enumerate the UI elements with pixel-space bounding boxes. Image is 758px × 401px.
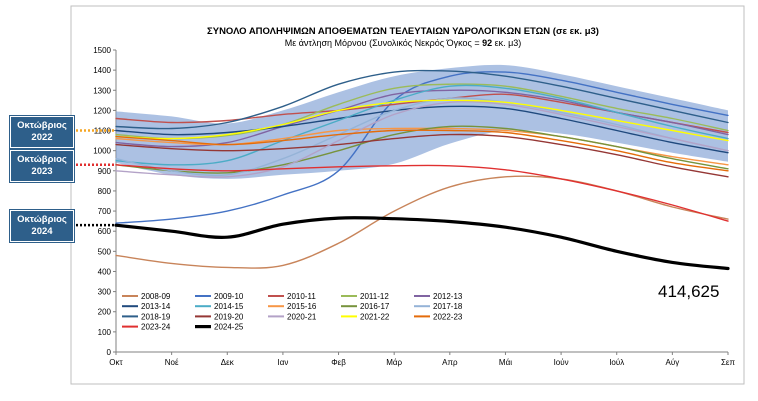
legend-label: 2020-21: [287, 312, 317, 321]
legend-label: 2019-20: [214, 312, 244, 321]
legend-label: 2011-12: [360, 292, 389, 301]
series-line-2011-12: [115, 83, 729, 140]
x-tick-label: Φεβ: [331, 358, 346, 367]
x-tick-label: Οκτ: [109, 358, 123, 367]
chart-subtitle: Με άντληση Μόρνου (Συνολικός Νεκρός Όγκο…: [285, 38, 522, 48]
x-tick-label: Μάι: [499, 358, 512, 367]
series-line-2014-15: [115, 84, 729, 166]
legend-label: 2012-13: [433, 292, 463, 301]
x-tick-label: Νοέ: [165, 358, 179, 367]
y-tick-label: 100: [98, 328, 112, 337]
october-badge: Οκτώβριος 2024: [9, 209, 75, 244]
series-line-2023-24: [115, 164, 729, 222]
y-tick-label: 1100: [94, 127, 112, 136]
legend-label: 2009-10: [214, 292, 244, 301]
y-tick-label: 1000: [93, 147, 111, 156]
legend-label: 2022-23: [433, 312, 463, 321]
chart-title: ΣΥΝΟΛΟ ΑΠΟΛΗΨΙΜΩΝ ΑΠΟΘΕΜΑΤΩΝ ΤΕΛΕΥΤΑΙΩΝ …: [207, 26, 599, 37]
x-tick-label: Μάρ: [386, 358, 402, 367]
y-tick-label: 1200: [93, 106, 111, 115]
y-tick-label: 700: [98, 207, 112, 216]
series-line-2013-14: [115, 105, 729, 154]
y-tick-label: 1500: [93, 46, 111, 55]
series-line-2018-19: [115, 69, 729, 130]
series-line-2021-22: [115, 99, 729, 142]
x-tick-label: Δεκ: [221, 358, 235, 367]
legend-label: 2015-16: [287, 302, 317, 311]
y-tick-label: 600: [98, 227, 112, 236]
series-line-2017-18: [115, 97, 729, 177]
badge-year: 2024: [31, 226, 53, 238]
series-line-2009-10: [115, 71, 729, 224]
october-badge: Οκτώβριος 2023: [9, 148, 75, 183]
y-tick-label: 1300: [93, 86, 111, 95]
chart-frame: [70, 5, 745, 385]
x-tick-label: Ιούλ: [609, 358, 624, 367]
x-tick-label: Σεπ: [721, 358, 736, 367]
x-tick-label: Αύγ: [666, 358, 680, 367]
badge-month: Οκτώβριος: [17, 119, 67, 131]
y-tick-label: 500: [98, 247, 112, 256]
legend-label: 2017-18: [433, 302, 463, 311]
badge-year: 2022: [31, 131, 53, 143]
minmax-band: [116, 64, 728, 179]
legend-label: 2014-15: [214, 302, 244, 311]
series-line-2020-21: [115, 100, 729, 178]
legend-label: 2018-19: [141, 312, 171, 321]
badge-month: Οκτώβριος: [17, 214, 67, 226]
latest-value-callout: 414,625: [658, 282, 720, 301]
series-line-2019-20: [115, 133, 729, 178]
badge-year: 2023: [31, 165, 53, 177]
subtitle-prefix: Με άντληση Μόρνου (Συνολικός Νεκρός Όγκο…: [285, 38, 482, 48]
plot-area: 0 100 200 300 400 500 600 700 800 900 1000 1100 1200…: [76, 46, 735, 367]
legend-label: 2013-14: [141, 302, 171, 311]
y-tick-label: 300: [98, 288, 112, 297]
series-line-2024-25: [114, 216, 730, 271]
badge-month: Οκτώβριος: [17, 153, 67, 165]
y-tick-label: 200: [98, 308, 112, 317]
october-badge: Οκτώβριος 2022: [9, 114, 75, 149]
x-tick-label: Ιούν: [554, 358, 569, 367]
y-tick-label: 800: [98, 187, 112, 196]
series-line-2022-23: [115, 129, 729, 172]
y-tick-label: 1400: [93, 66, 111, 75]
subtitle-bold: 92: [482, 38, 492, 48]
y-tick-label: 400: [98, 267, 112, 276]
y-tick-label: 900: [98, 167, 112, 176]
subtitle-suffix: εκ. μ3): [492, 38, 521, 48]
x-tick-label: Απρ: [442, 358, 458, 367]
legend-label: 2023-24: [141, 323, 171, 332]
legend-label: 2008-09: [141, 292, 171, 301]
y-tick-label: 0: [107, 348, 112, 357]
legend-label: 2010-11: [287, 292, 316, 301]
legend-label: 2021-22: [360, 312, 390, 321]
x-tick-label: Ιαν: [277, 358, 288, 367]
series-line-2016-17: [115, 125, 729, 174]
legend-label: 2016-17: [360, 302, 390, 311]
legend-label: 2024-25: [214, 323, 244, 332]
